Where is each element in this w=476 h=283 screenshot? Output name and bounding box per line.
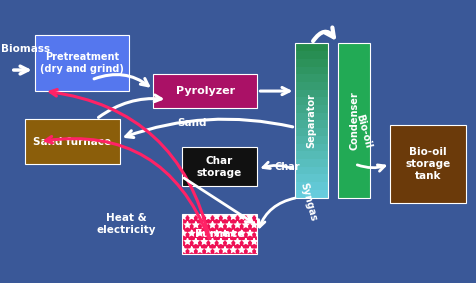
FancyBboxPatch shape (337, 43, 369, 198)
FancyBboxPatch shape (295, 59, 327, 67)
FancyBboxPatch shape (295, 174, 327, 182)
FancyBboxPatch shape (295, 190, 327, 198)
Text: Biomass: Biomass (1, 44, 50, 54)
Text: Sand: Sand (177, 118, 206, 128)
FancyBboxPatch shape (295, 121, 327, 128)
Text: Syngas: Syngas (297, 181, 317, 222)
FancyBboxPatch shape (295, 74, 327, 82)
FancyBboxPatch shape (35, 35, 129, 91)
FancyBboxPatch shape (295, 51, 327, 59)
Text: Pretreatment
(dry and grind): Pretreatment (dry and grind) (40, 52, 124, 74)
Text: Furnace: Furnace (194, 229, 244, 239)
FancyBboxPatch shape (295, 113, 327, 121)
FancyBboxPatch shape (181, 147, 257, 186)
FancyBboxPatch shape (295, 128, 327, 136)
FancyBboxPatch shape (295, 167, 327, 174)
FancyBboxPatch shape (295, 182, 327, 190)
FancyBboxPatch shape (389, 125, 465, 203)
Text: Char: Char (274, 162, 299, 171)
Text: Bio-oil: Bio-oil (354, 113, 373, 149)
FancyBboxPatch shape (295, 82, 327, 90)
FancyBboxPatch shape (295, 151, 327, 159)
Text: Pyrolyzer: Pyrolyzer (175, 86, 234, 96)
Text: Heat &
electricity: Heat & electricity (96, 213, 155, 235)
Text: Bio-oil
storage
tank: Bio-oil storage tank (405, 147, 450, 181)
FancyBboxPatch shape (25, 119, 119, 164)
FancyBboxPatch shape (153, 74, 257, 108)
Text: Condenser: Condenser (348, 91, 358, 150)
FancyBboxPatch shape (295, 105, 327, 113)
FancyBboxPatch shape (295, 43, 327, 51)
FancyBboxPatch shape (181, 214, 257, 254)
FancyBboxPatch shape (295, 143, 327, 151)
FancyBboxPatch shape (295, 159, 327, 167)
FancyBboxPatch shape (295, 97, 327, 105)
FancyBboxPatch shape (295, 67, 327, 74)
Text: Separator: Separator (306, 93, 316, 148)
FancyBboxPatch shape (295, 136, 327, 143)
Text: Char
storage: Char storage (197, 156, 242, 177)
Text: Sand furnace: Sand furnace (33, 136, 111, 147)
FancyBboxPatch shape (295, 90, 327, 97)
